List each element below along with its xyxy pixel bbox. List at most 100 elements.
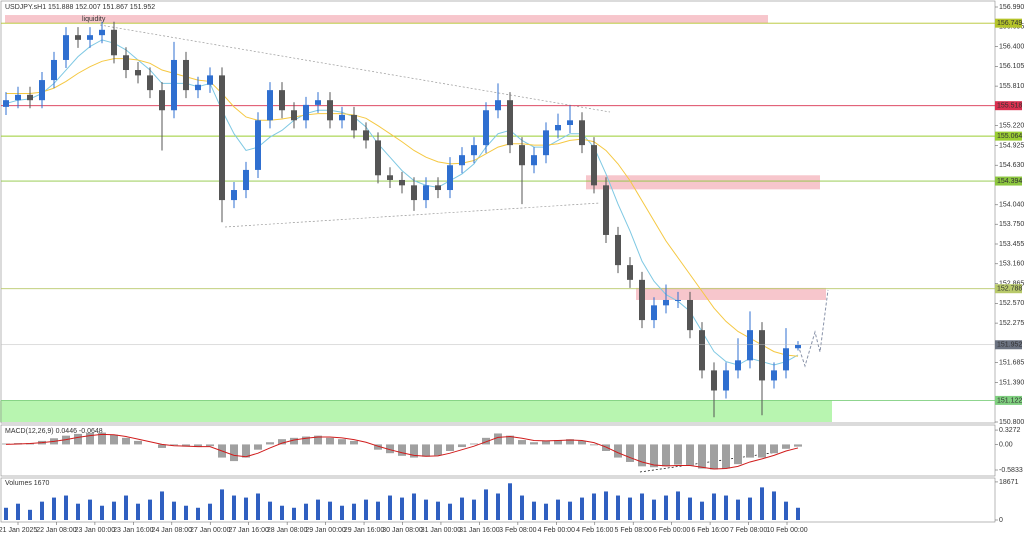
macd-bar <box>626 444 634 462</box>
macd-bar <box>326 437 334 445</box>
macd-bar <box>290 437 298 445</box>
candle-body <box>747 330 753 361</box>
macd-bar <box>638 444 646 467</box>
zones <box>0 15 832 422</box>
candle-body <box>255 120 261 170</box>
volume-bar <box>148 499 152 520</box>
macd-bar <box>566 439 574 445</box>
volume-bar <box>220 489 224 520</box>
volume-bar <box>400 497 404 520</box>
candle-body <box>27 94 33 101</box>
volume-bar <box>244 497 248 520</box>
x-tick-label: 7 Feb 08:00 <box>730 527 767 534</box>
candle-body <box>123 55 129 71</box>
x-tick-label: 23 Jan 16:00 <box>113 527 154 534</box>
macd-pane <box>0 424 996 477</box>
candle-body <box>543 130 549 156</box>
x-tick-label: 31 Jan 16:00 <box>459 527 500 534</box>
macd-bar <box>386 444 394 454</box>
macd-bar <box>182 444 190 447</box>
volume-bar <box>556 499 560 520</box>
candle-body <box>627 265 633 280</box>
macd-bar <box>158 444 166 448</box>
x-tick-label: 22 Jan 08:00 <box>36 527 77 534</box>
candle-body <box>99 29 105 36</box>
candle-body <box>171 59 177 111</box>
y-tick-label: 155.220 <box>999 123 1024 130</box>
volume-bar <box>508 483 512 520</box>
main-pane <box>0 0 996 424</box>
volume-bar <box>796 507 800 520</box>
level-label-box <box>995 395 1022 405</box>
level-label-box <box>995 176 1022 186</box>
macd-bar <box>374 444 382 450</box>
candle-body <box>279 90 285 111</box>
candle-body <box>699 330 705 371</box>
volume-tick-label: 0 <box>999 517 1003 524</box>
macd-bar <box>530 442 538 445</box>
level-label: 156.749 <box>997 20 1022 27</box>
volume-bar <box>28 509 32 520</box>
volume-bar <box>604 491 608 520</box>
macd-bar <box>194 444 202 448</box>
volume-bar <box>760 487 764 520</box>
macd-bar <box>206 444 214 447</box>
y-tick-label: 150.800 <box>999 419 1024 426</box>
volume-bar <box>448 503 452 520</box>
volume-label: Volumes 1670 <box>5 480 49 487</box>
volume-bar <box>208 503 212 520</box>
y-tick-label: 155.810 <box>999 83 1024 90</box>
chart-title: USDJPY.sH1 151.888 152.007 151.867 151.9… <box>5 4 155 11</box>
candle-body <box>423 185 429 201</box>
x-tick-label: 24 Jan 08:00 <box>152 527 193 534</box>
macd-bar <box>266 442 274 445</box>
volume-bar <box>532 501 536 520</box>
macd-bar <box>554 440 562 445</box>
x-tick-label: 21 Jan 2025 <box>0 527 37 534</box>
volume-bar <box>388 495 392 520</box>
volume-bar <box>472 499 476 520</box>
volume-bar <box>256 493 260 520</box>
volume-bar <box>268 501 272 520</box>
x-tick-label: 27 Jan 16:00 <box>228 527 269 534</box>
candle-body <box>63 35 69 60</box>
candle-body <box>183 59 189 91</box>
macd-bar <box>710 444 718 470</box>
volume-bar <box>568 501 572 520</box>
candle-body <box>507 100 513 146</box>
macd-bar <box>398 444 406 456</box>
macd-signal <box>5 433 799 470</box>
x-tick-label: 27 Jan 00:00 <box>190 527 231 534</box>
current-price-label: 151.952 <box>997 342 1022 349</box>
candle-body <box>783 348 789 371</box>
volume-bar <box>16 503 20 520</box>
volume-bar <box>88 499 92 520</box>
candle-body <box>339 114 345 121</box>
candle-body <box>591 145 597 186</box>
candle-body <box>435 185 441 191</box>
y-tick-label: 152.865 <box>999 280 1024 287</box>
candle-body <box>39 80 45 101</box>
macd-bar <box>794 444 802 447</box>
volume-bar <box>136 503 140 520</box>
candle-body <box>723 370 729 391</box>
macd-bar <box>506 435 514 445</box>
zone <box>0 400 832 422</box>
candle-body <box>411 185 417 201</box>
moving-average <box>6 58 799 357</box>
volume-bar <box>412 493 416 520</box>
candle-body <box>315 100 321 105</box>
trendline <box>224 202 601 228</box>
macd-bar <box>422 444 430 457</box>
volume-bar <box>232 495 236 520</box>
y-tick-label: 151.390 <box>999 379 1024 386</box>
candle-body <box>351 114 357 131</box>
y-tick-label: 152.275 <box>999 320 1024 327</box>
volume-bar <box>520 495 524 520</box>
volume-bar <box>4 507 8 520</box>
macd-bar <box>434 444 442 456</box>
y-tick-label: 154.630 <box>999 162 1024 169</box>
x-tick-label: 10 Feb 00:00 <box>766 527 807 534</box>
macd-label: MACD(12,26,9) 0.0446 -0.0648 <box>5 428 103 435</box>
x-tick-label: 5 Feb 08:00 <box>615 527 652 534</box>
